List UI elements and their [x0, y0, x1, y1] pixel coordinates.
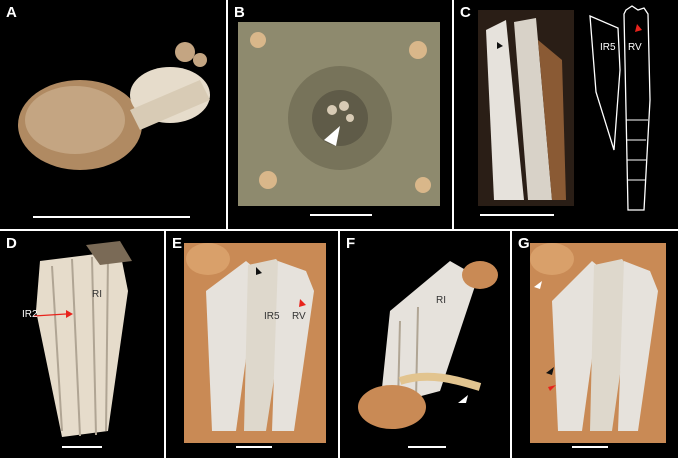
- specimen-e-image: [184, 243, 326, 443]
- specimen-f-image: [358, 261, 498, 429]
- scale-bar-g: [572, 446, 608, 448]
- annotation-rv: RV: [292, 311, 306, 322]
- annotation-ir2: IR2: [22, 309, 38, 320]
- panel-d: D RI IR2: [0, 231, 164, 458]
- panel-a: A: [0, 0, 226, 229]
- annotation-ir5: IR5: [264, 311, 280, 322]
- panel-label-b: B: [234, 4, 245, 21]
- diagram-label-rv: RV: [628, 42, 642, 53]
- panel-label-c: C: [460, 4, 471, 21]
- rib-diagram: [589, 5, 651, 211]
- panel-label-f: F: [346, 235, 356, 252]
- annotation-ri-f: RI: [436, 295, 446, 306]
- panel-c: C IR5 RV: [454, 0, 678, 229]
- diagram-label-ir5: IR5: [600, 42, 616, 53]
- panel-label-d: D: [6, 235, 17, 252]
- panel-label-a: A: [6, 4, 17, 21]
- specimen-d-image: [33, 241, 132, 437]
- scale-bar-d: [62, 446, 102, 448]
- annotation-ri: RI: [92, 289, 102, 300]
- scale-bar-c: [480, 214, 554, 216]
- specimen-b-image: [238, 22, 440, 206]
- scale-bar-a: [33, 216, 190, 218]
- scale-bar-b: [310, 214, 372, 216]
- panel-g: G: [512, 231, 678, 458]
- scale-bar-f: [408, 446, 446, 448]
- panel-label-e: E: [172, 235, 183, 252]
- panel-f: F RI: [340, 231, 510, 458]
- specimen-a-image: [18, 42, 210, 170]
- scale-bar-e: [236, 446, 272, 448]
- panel-b: B: [228, 0, 452, 229]
- specimen-c-image: [478, 10, 574, 206]
- specimen-g-image: [530, 243, 666, 443]
- panel-label-g: G: [518, 235, 530, 252]
- panel-e: E IR5 RV: [166, 231, 338, 458]
